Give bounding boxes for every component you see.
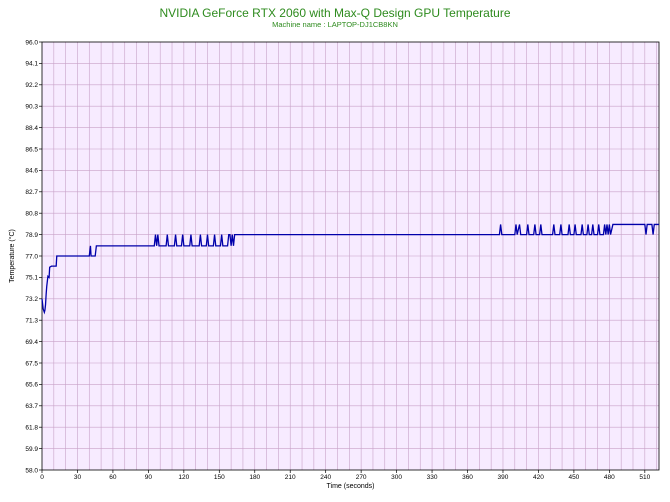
x-tick-label: 0 xyxy=(40,474,44,481)
x-tick-label: 450 xyxy=(568,474,579,481)
x-tick-label: 240 xyxy=(320,474,331,481)
y-tick-label: 65.6 xyxy=(25,382,38,389)
grid-lines xyxy=(42,42,659,470)
x-tick-label: 90 xyxy=(145,474,153,481)
y-tick-label: 86.5 xyxy=(25,146,38,153)
y-tick-label: 63.7 xyxy=(25,403,38,410)
x-tick-label: 480 xyxy=(604,474,615,481)
x-tick-label: 270 xyxy=(356,474,367,481)
x-tick-label: 300 xyxy=(391,474,402,481)
x-tick-label: 210 xyxy=(285,474,296,481)
y-tick-label: 73.2 xyxy=(25,296,38,303)
x-tick-label: 330 xyxy=(427,474,438,481)
x-tick-label: 120 xyxy=(178,474,189,481)
x-tick-label: 390 xyxy=(498,474,509,481)
y-tick-label: 92.2 xyxy=(25,82,38,89)
y-tick-label: 82.7 xyxy=(25,189,38,196)
y-tick-label: 69.4 xyxy=(25,339,38,346)
series-line xyxy=(41,223,659,315)
y-tick-label: 88.4 xyxy=(25,125,38,132)
x-tick-label: 60 xyxy=(109,474,117,481)
x-tick-label: 150 xyxy=(214,474,225,481)
y-tick-label: 96.0 xyxy=(25,39,38,46)
y-tick-label: 77.0 xyxy=(25,253,38,260)
tick-labels: 58.0 59.9 61.8 63.7 65.6 67.5 69.4 71.3 73.2 75.1… xyxy=(25,39,650,481)
x-axis-label: Time (seconds) xyxy=(327,483,375,490)
x-tick-label: 510 xyxy=(639,474,650,481)
x-tick-label: 180 xyxy=(249,474,260,481)
y-tick-label: 61.8 xyxy=(25,425,38,432)
y-tick-label: 84.6 xyxy=(25,168,38,175)
y-tick-label: 71.3 xyxy=(25,318,38,325)
series-layer xyxy=(41,223,659,315)
chart-subtitle: Machine name : LAPTOP-DJ1CB8KN xyxy=(272,20,398,29)
x-tick-label: 360 xyxy=(462,474,473,481)
y-tick-label: 78.9 xyxy=(25,232,38,239)
chart-title: NVIDIA GeForce RTX 2060 with Max-Q Desig… xyxy=(159,6,511,20)
y-tick-label: 94.1 xyxy=(25,61,38,68)
y-tick-label: 75.1 xyxy=(25,275,38,282)
y-tick-label: 90.3 xyxy=(25,104,38,111)
y-axis-label: Temperature (°C) xyxy=(8,229,16,283)
x-tick-label: 420 xyxy=(533,474,544,481)
y-tick-label: 58.0 xyxy=(25,467,38,474)
y-tick-label: 67.5 xyxy=(25,360,38,367)
y-tick-label: 59.9 xyxy=(25,446,38,453)
y-tick-label: 80.8 xyxy=(25,211,38,218)
x-tick-label: 30 xyxy=(74,474,82,481)
